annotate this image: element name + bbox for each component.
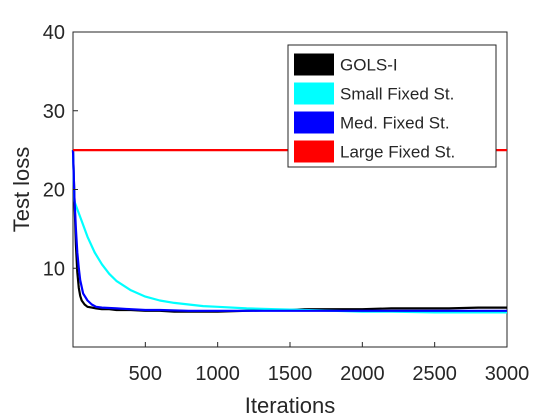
legend-swatch-1 <box>294 82 334 105</box>
y-tick-label-2: 30 <box>43 101 65 123</box>
y-tick-label-0: 10 <box>43 258 65 280</box>
y-tick-label-3: 40 <box>43 22 65 44</box>
legend-swatch-2 <box>294 111 334 134</box>
x-tick-label-1: 1000 <box>195 363 240 385</box>
series-line-2 <box>71 150 507 312</box>
x-tick-label-4: 2500 <box>412 363 457 385</box>
legend-label-3: Large Fixed St. <box>340 143 455 162</box>
y-axis: 10 20 30 40 <box>43 22 78 280</box>
x-tick-label-5: 3000 <box>485 363 530 385</box>
legend-swatch-3 <box>294 140 334 163</box>
x-axis: 500 1000 1500 2000 2500 3000 <box>129 342 530 385</box>
x-tick-label-2: 1500 <box>268 363 313 385</box>
legend-label-1: Small Fixed St. <box>340 85 454 104</box>
x-axis-label: Iterations <box>245 393 336 418</box>
legend-label-2: Med. Fixed St. <box>340 114 450 133</box>
legend: GOLS-I Small Fixed St. Med. Fixed St. Large… <box>287 44 497 168</box>
legend-label-0: GOLS-I <box>340 56 398 75</box>
x-tick-label-0: 500 <box>129 363 162 385</box>
legend-swatch-0 <box>294 53 334 76</box>
y-axis-label: Test loss <box>9 147 34 233</box>
y-tick-label-1: 20 <box>43 180 65 202</box>
x-tick-label-3: 2000 <box>340 363 385 385</box>
